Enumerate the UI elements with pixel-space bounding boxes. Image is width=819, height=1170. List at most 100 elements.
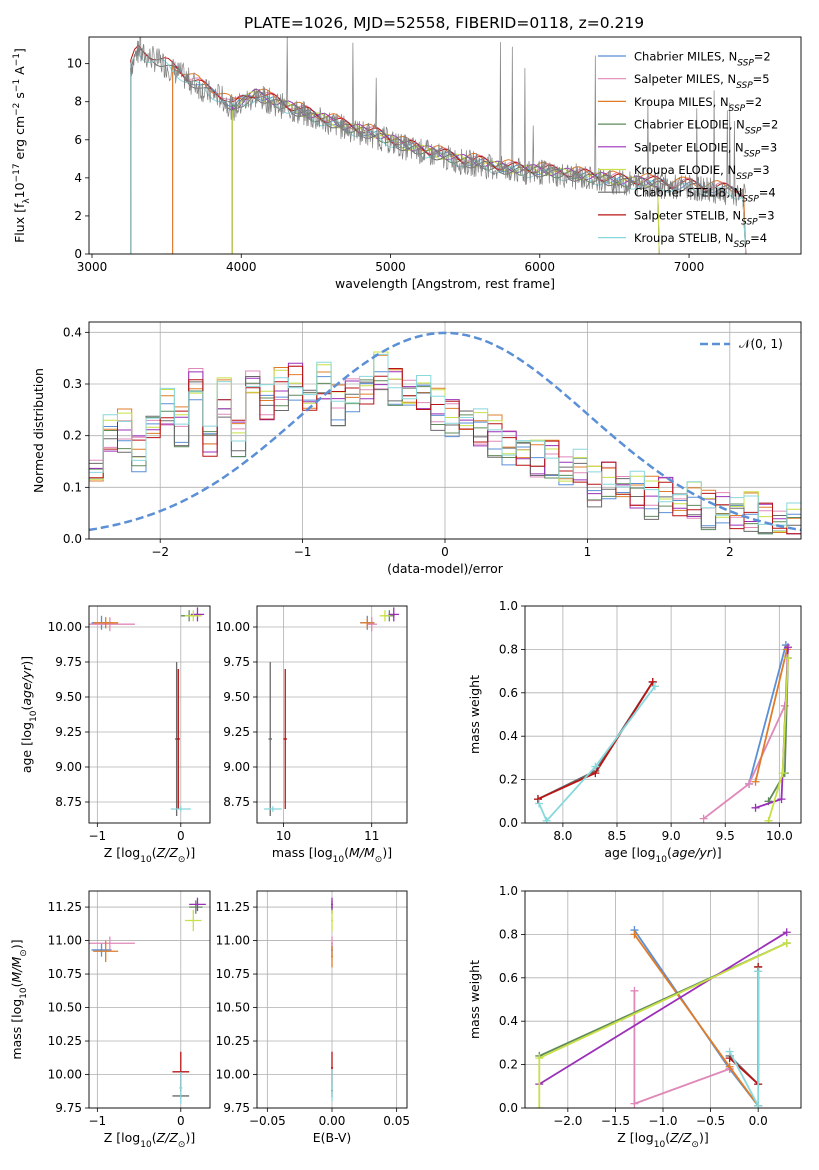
y-tick-label: 6 [74,133,82,147]
plus-marker [751,777,760,786]
legend-label: Salpeter MILES, NSSP=5 [634,72,770,91]
plot-area [264,607,400,816]
plus-marker [699,814,708,823]
x-axis-label: Z [log10(Z/Z⊙)] [104,845,195,865]
data-point [271,808,274,810]
y-tick-label: 0.4 [499,1014,518,1028]
data-point [196,613,199,616]
x-tick-label: 0 [441,545,449,559]
y-axis-label: Normed distribution [31,368,46,493]
data-point [331,955,333,958]
y-tick-label: 9.75 [223,1101,250,1115]
data-point [104,621,107,624]
y-tick-label: 8 [74,95,82,109]
data-point [392,613,395,616]
axes-frame [524,890,802,1109]
y-tick-label: 9.75 [55,1101,82,1115]
plus-marker [648,677,657,686]
x-axis-label: E(B-V) [313,1130,352,1145]
plus-marker [764,816,773,823]
y-axis-label: age [log10(age/yr)] [19,656,39,773]
y-tick-label: 0.2 [499,1058,518,1072]
legend-label: 𝒩(0, 1) [739,337,783,351]
x-tick-label: 9.0 [662,829,681,843]
axes-frame [256,605,408,824]
y-tick-label: 0.0 [499,1101,518,1115]
model-spectrum-line [163,64,747,254]
plus-marker [591,762,600,771]
x-axis-label: Z [log10(Z/Z⊙)] [104,1130,195,1150]
x-tick-label: 8.0 [553,829,572,843]
y-tick-label: 4 [74,171,82,185]
x-tick-label: 7000 [674,260,705,274]
y-tick-label: 0.4 [499,729,518,743]
plot-area [535,926,791,1108]
panel-spectrum: 3000 4000 5000 6000 7000 0 2 4 6 8 10 wavelength [A… [12,36,802,291]
y-axis-label: mass weight [467,675,482,754]
y-tick-label: 0.3 [63,377,82,391]
plus-marker [725,1062,734,1071]
data-point [284,738,287,740]
plot-area [89,331,801,535]
plus-marker [533,795,542,804]
plus-marker [535,1054,544,1063]
y-tick-label: 0.6 [499,686,518,700]
y-tick-label: 10.25 [216,1034,250,1048]
y-axis-label: mass [log10(M/M⊙)] [9,939,29,1059]
x-axis-label: Z [log10(Z/Z⊙)] [617,1130,708,1150]
data-point [179,808,182,810]
plus-marker [630,1099,639,1108]
legend-label: Salpeter STELIB, NSSP=3 [634,208,775,227]
plus-marker [777,795,786,804]
panel-age_vs_Z: −1 0 8.75 9.00 9.25 9.50 9.75 10.00 Z [log10(Z/Z… [19,605,211,865]
x-axis-label: age [log10(age/yr)] [604,845,721,865]
x-tick-label: −0.05 [249,1114,286,1128]
y-tick-label: 10.00 [48,620,82,634]
y-tick-label: 11.00 [48,934,82,948]
series-line [538,931,788,1085]
y-tick-label: 9.00 [223,760,250,774]
panel-residuals: −2 −1 0 1 2 0.0 0.1 0.2 0.3 0.4 (data-model)/error… [31,321,802,576]
axes-frame [88,890,211,1109]
y-tick-label: 10.50 [48,1001,82,1015]
x-tick-label: −0.5 [696,1114,725,1128]
x-tick-label: 10.0 [766,829,793,843]
plus-marker [778,769,787,778]
x-tick-label: 10 [276,829,291,843]
y-tick-label: 0.0 [63,532,82,546]
x-tick-label: 0.05 [383,1114,410,1128]
data-point [194,906,197,909]
data-point [269,738,272,740]
y-tick-label: 10.75 [216,967,250,981]
x-tick-label: −1.5 [601,1114,630,1128]
x-axis-label: mass [log10(M/M⊙)] [272,845,392,865]
x-axis-label: (data-model)/error [387,561,504,576]
x-tick-label: 6000 [525,260,556,274]
plus-marker [630,986,639,995]
y-tick-label: 9.75 [55,655,82,669]
y-tick-label: 0.8 [499,642,518,656]
x-tick-label: 8.5 [607,829,626,843]
plus-marker [535,799,544,808]
axes-frame [88,321,802,540]
y-axis-label: Flux [fλ10−17 erg cm−2 s−1 A−1] [12,48,32,243]
series-line [755,647,789,809]
data-point [370,623,373,626]
series-line [537,681,654,800]
x-tick-label: −2 [151,545,169,559]
model-spectrum-line [223,91,660,254]
panel-mass_vs_EBV: −0.05 0.00 0.05 9.75 10.00 10.25 10.50 10.75 11.… [216,890,410,1145]
x-tick-label: 1 [584,545,592,559]
series-line [537,681,654,800]
y-tick-label: 0.8 [499,927,518,941]
y-tick-label: 0.2 [63,429,82,443]
y-tick-label: 10.25 [48,1034,82,1048]
plus-marker [782,939,791,948]
x-tick-label: 9.5 [716,829,735,843]
data-point [177,738,180,740]
plus-marker [784,654,793,663]
x-tick-label: 3000 [77,260,108,274]
panel-mass_weight_vs_age: 8.0 8.5 9.0 9.5 10.0 0.0 0.2 0.4 0.6 0.8 1.0 age [l… [467,599,802,865]
x-axis-label: wavelength [Angstrom, rest frame] [335,276,555,291]
y-tick-label: 1.0 [499,599,518,613]
